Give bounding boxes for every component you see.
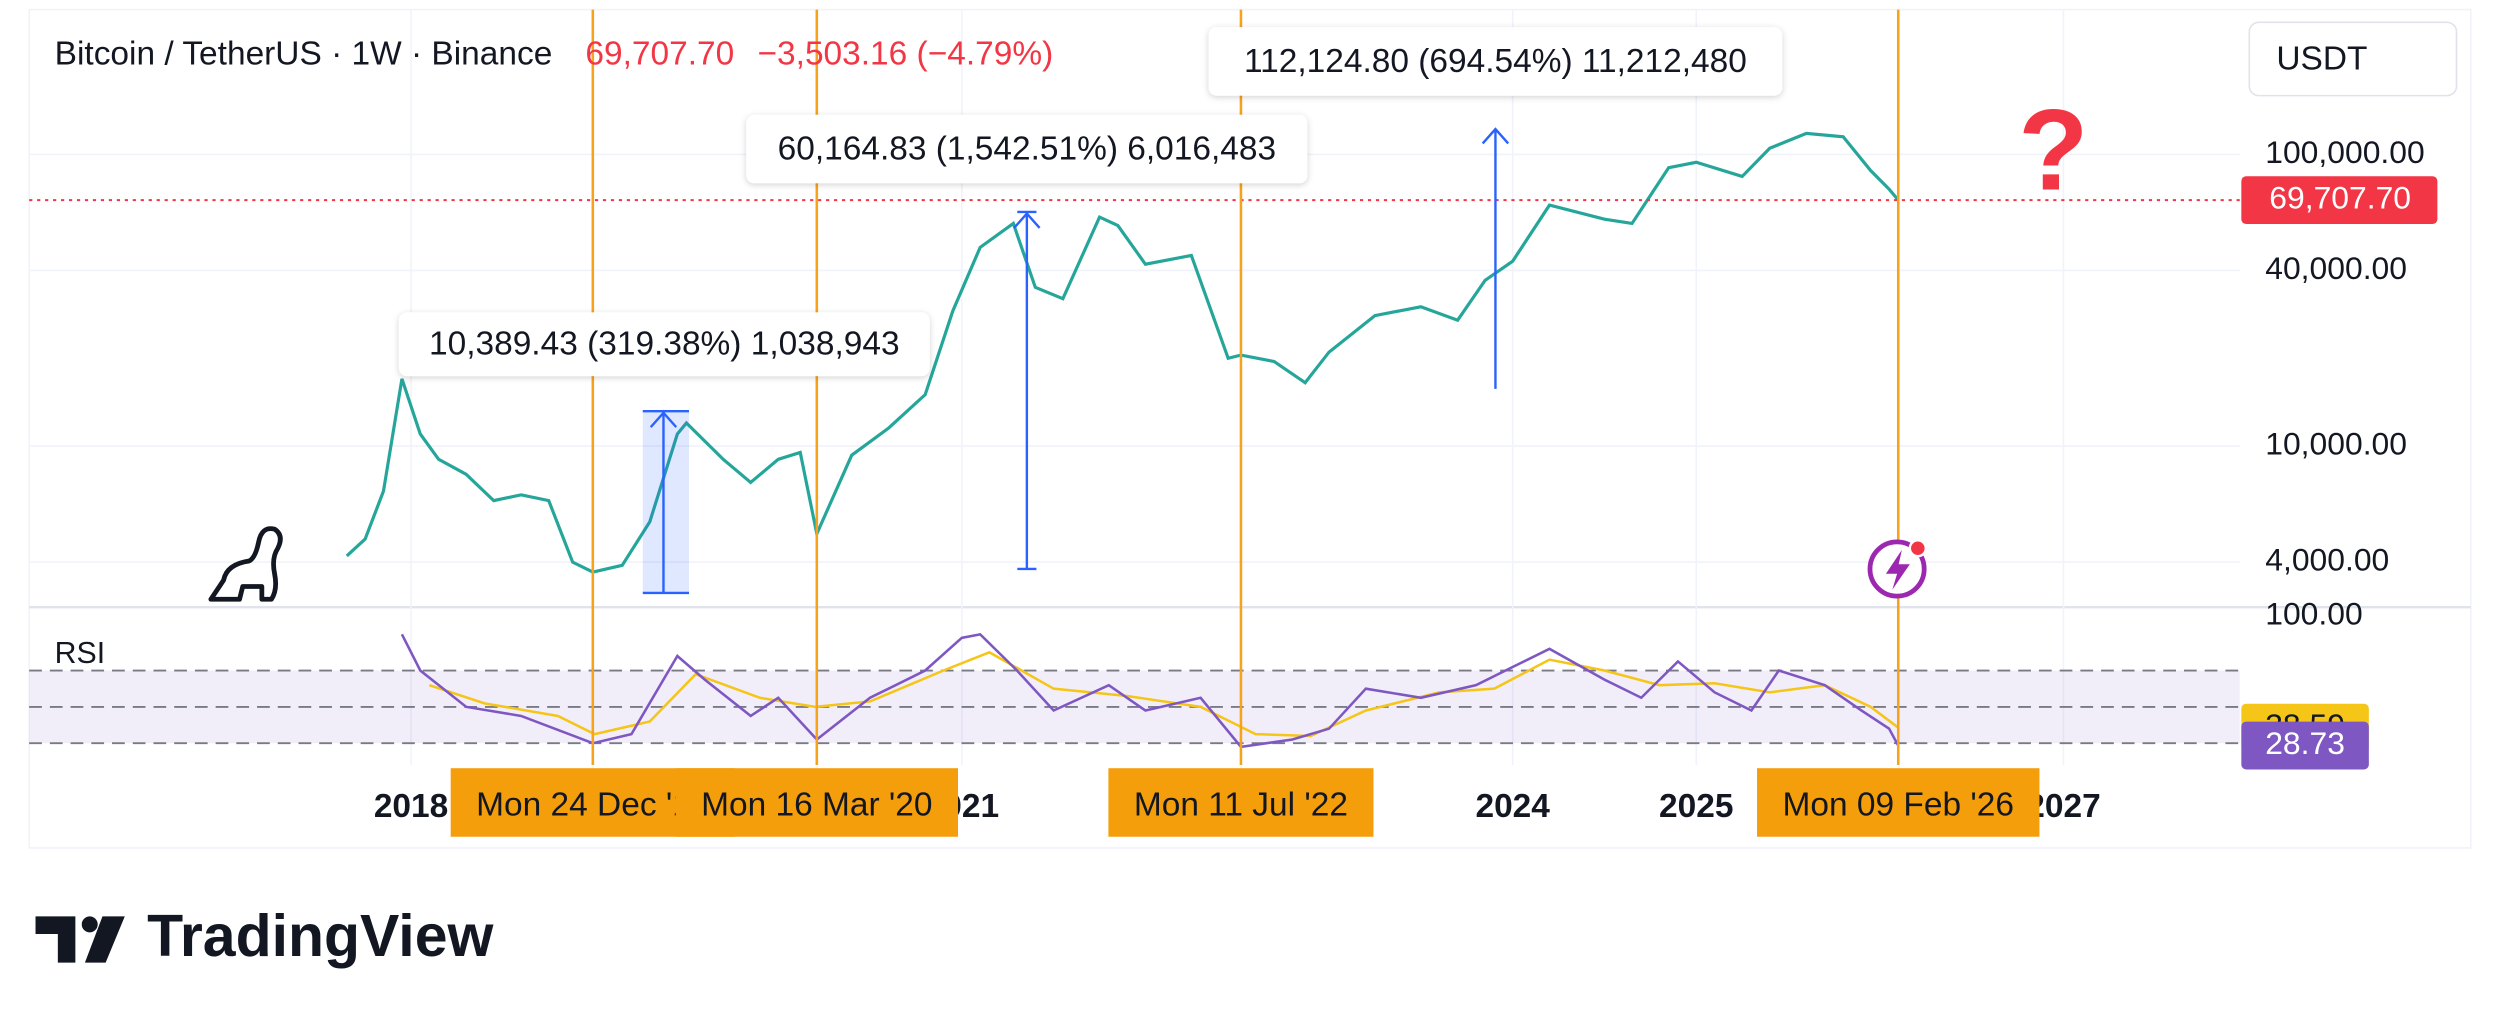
measure-label-box (1208, 27, 1783, 96)
last-price: 69,707.70 (585, 36, 734, 73)
price-change: −3,503.16 (−4.79%) (758, 36, 1054, 73)
alert-icon[interactable] (1867, 539, 1927, 599)
currency-label: USDT (2276, 40, 2367, 77)
measure-label: 10,389.43 (319.38%) 1,038,943 (429, 326, 900, 363)
dino-icon[interactable] (208, 526, 283, 602)
measure-arrow (1013, 211, 1041, 569)
question-mark: ? (2018, 87, 2088, 215)
brand-logo[interactable]: TradingView (35, 904, 494, 969)
measure-arrow (1481, 127, 1510, 389)
x-tick-label: 2018 (374, 788, 448, 825)
y-tick-label: 100,000.00 (2265, 134, 2424, 170)
x-tick-label: 2024 (1475, 788, 1550, 825)
last-price-tag (2241, 176, 2438, 225)
date-marker-box (1108, 768, 1374, 837)
logo-mark (81, 916, 98, 933)
measure-tools (642, 127, 1510, 595)
currency-button[interactable] (2248, 21, 2458, 97)
date-marker-label: Mon 11 Jul '22 (1134, 786, 1348, 823)
brand-name: TradingView (147, 904, 493, 969)
indicator-title: RSI (55, 637, 105, 670)
last-price-tag-label: 69,707.70 (2269, 180, 2411, 216)
y-tick-label: 10,000.00 (2265, 425, 2407, 461)
measure-range (642, 411, 689, 593)
y-tick-label: 4,000.00 (2265, 541, 2389, 577)
date-marker-box (1757, 768, 2040, 837)
logo-mark (35, 916, 76, 963)
y-tick-label: 100.00 (2265, 596, 2362, 632)
plot-layer: 4,000.00 10,000.00 40,000.00 100,000.00 100.… (29, 9, 2438, 837)
rsi-line (400, 632, 1900, 749)
logo-mark (84, 916, 125, 963)
measure-label-box (398, 312, 930, 377)
rsi-value-label: 28.73 (2265, 725, 2345, 761)
date-marker-tag: Mon 09 Feb '26 (1757, 768, 2040, 837)
y-tick-label: 40,000.00 (2265, 250, 2407, 286)
measure-arrow (649, 410, 678, 593)
rsi-ma-line (428, 650, 1899, 738)
alert-bolt (1885, 549, 1910, 590)
measure-label: 112,124.80 (694.54%) 11,212,480 (1244, 43, 1747, 80)
price-line (345, 131, 1900, 574)
measure-label-box (746, 114, 1308, 184)
date-marker-tag: Mon 11 Jul '22 (1108, 768, 1374, 837)
x-tick-label: 2025 (1659, 788, 1733, 825)
alert-dot (1908, 539, 1927, 558)
rsi-value-tag (2241, 721, 2369, 770)
date-marker-label: Mon 09 Feb '26 (1783, 786, 2014, 823)
date-marker-box (675, 768, 959, 837)
symbol-title: Bitcoin / TetherUS · 1W · Binance (55, 36, 553, 73)
date-marker-tag: Mon 16 Mar '20 (675, 768, 959, 837)
date-marker-label: Mon 16 Mar '20 (701, 786, 932, 823)
date-marker-label: Mon 24 Dec '18 (476, 786, 709, 823)
measure-label: 60,164.83 (1,542.51%) 6,016,483 (778, 130, 1276, 167)
